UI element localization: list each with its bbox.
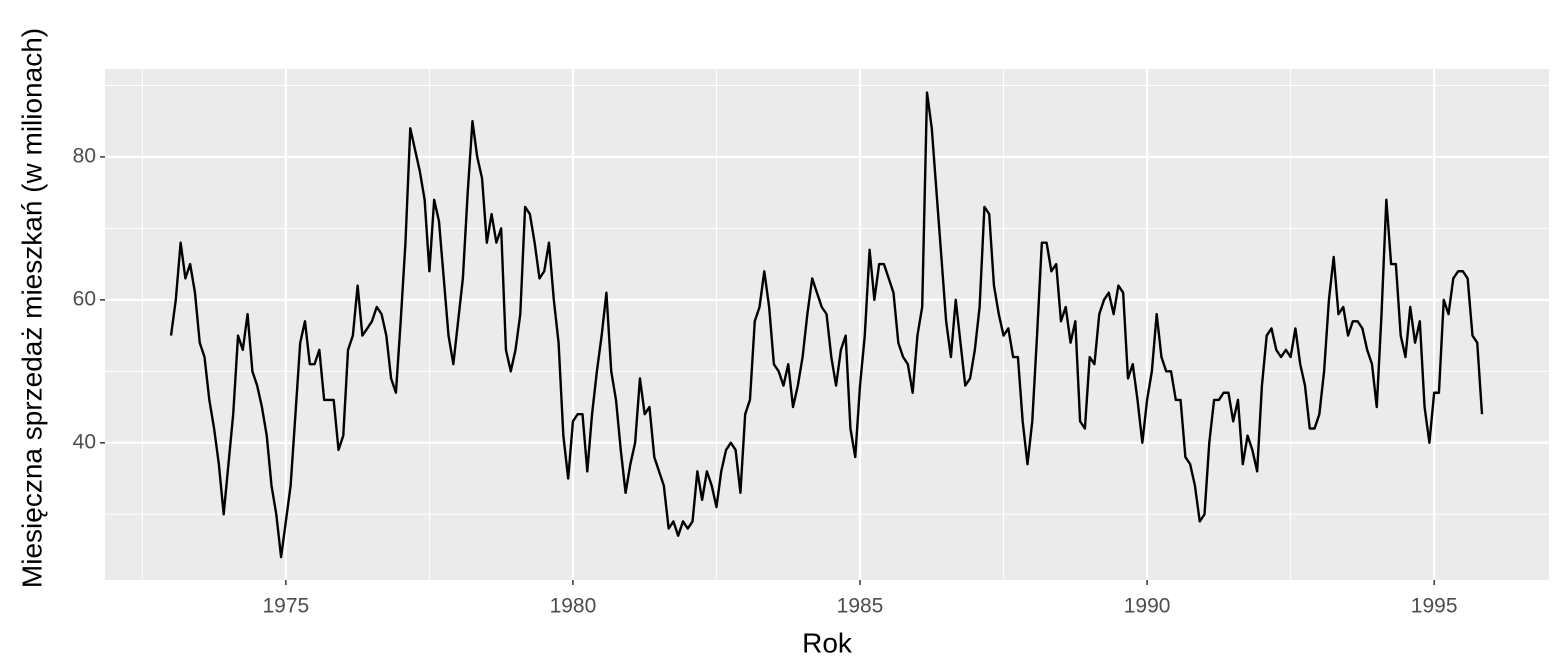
x-tick-label: 1985 xyxy=(837,595,884,618)
y-tick-label: 40 xyxy=(73,430,96,453)
data-line xyxy=(169,91,1484,559)
x-tick-label: 1980 xyxy=(550,595,597,618)
y-axis-title: Miesięczna sprzedaż mieszkań (w milionac… xyxy=(16,28,47,588)
y-tick-label: 60 xyxy=(73,287,96,310)
x-tick-label: 1975 xyxy=(262,595,309,618)
y-tick-label: 80 xyxy=(73,144,96,167)
x-tick-label: 1995 xyxy=(1411,595,1458,618)
x-axis-title: Rok xyxy=(802,627,853,658)
x-tick-label: 1990 xyxy=(1124,595,1171,618)
